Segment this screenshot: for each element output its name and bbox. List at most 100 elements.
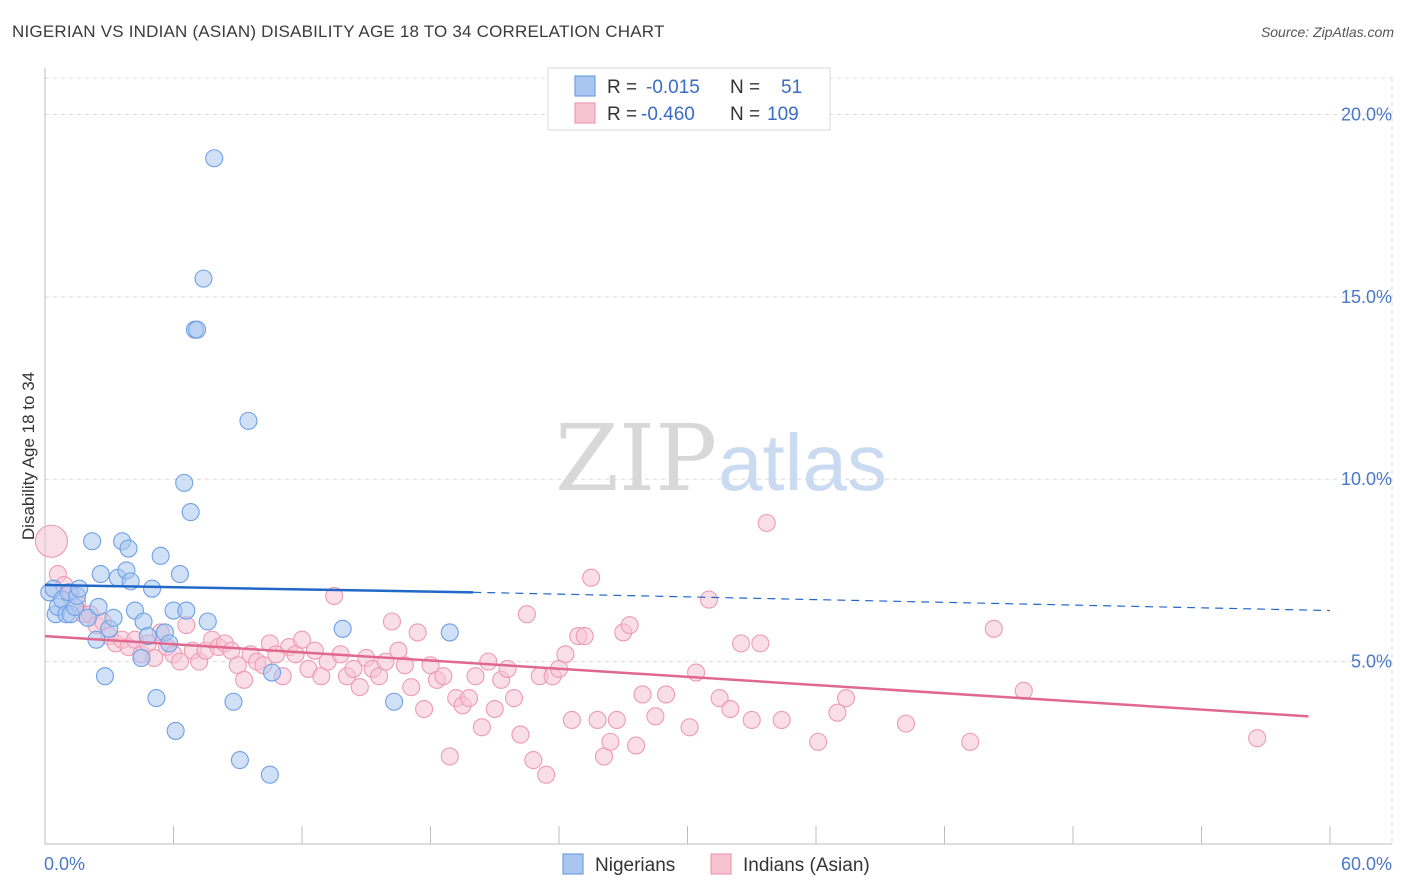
indian-point-73 <box>511 725 530 744</box>
nigerian-point-48 <box>262 663 282 682</box>
indian-point-104 <box>772 710 791 730</box>
indian-point-94 <box>657 685 676 704</box>
series-legend: Nigerians Indians (Asian) <box>562 853 870 876</box>
indian-point-93 <box>646 707 665 726</box>
legend-swatch-indians <box>574 102 596 124</box>
watermark-atlas: atlas <box>718 418 887 507</box>
watermark: ZIP atlas <box>555 405 887 512</box>
indian-point-44 <box>325 586 344 606</box>
indian-point-103 <box>757 513 776 533</box>
indian-point-66 <box>466 667 485 686</box>
indian-point-72 <box>504 689 524 708</box>
watermark-zip: ZIP <box>555 405 717 512</box>
indian-point-110 <box>984 619 1003 638</box>
indian-point-109 <box>961 732 980 751</box>
nigerian-point-14 <box>89 597 108 616</box>
nigerian-point-37 <box>177 601 196 620</box>
indian-point-55 <box>395 656 414 675</box>
indian-point-108 <box>896 714 916 733</box>
legend-r-value-2: -0.460 <box>641 104 695 125</box>
indian-point-99 <box>721 699 740 719</box>
nigerian-point-16 <box>95 667 115 686</box>
indian-point-61 <box>434 667 453 686</box>
axes <box>44 68 1392 845</box>
indian-point-98 <box>710 689 729 708</box>
indian-point-90 <box>620 616 639 635</box>
y-tick-label-1: 10.0% <box>1341 469 1392 489</box>
chart-source: Source: ZipAtlas.com <box>1260 24 1394 40</box>
y-tick-label-2: 15.0% <box>1341 287 1392 307</box>
y-tick-label-3: 20.0% <box>1341 104 1392 124</box>
indian-point-56 <box>402 678 421 697</box>
nigerian-point-35 <box>170 565 189 584</box>
stats-legend: R = -0.015 N = 51 R = -0.460 N = 109 <box>547 67 831 131</box>
indian-point-105 <box>809 732 828 751</box>
nigerian-point-46 <box>239 411 258 430</box>
nigerian-point-50 <box>385 692 404 711</box>
legend-n-value-1: 51 <box>781 77 802 98</box>
series-swatch-indians <box>710 853 732 875</box>
indian-point-69 <box>485 699 504 719</box>
nigerian-point-25 <box>132 648 151 668</box>
indian-point-68 <box>479 652 498 671</box>
indian-point-67 <box>472 718 491 737</box>
nigerian-trend-extension <box>473 591 1331 612</box>
series-swatch-nigerians <box>562 853 584 875</box>
indian-point-39 <box>292 630 312 649</box>
nigerian-point-22 <box>119 539 138 558</box>
indian-point-57 <box>408 623 427 642</box>
nigerian-point-27 <box>138 627 157 646</box>
tick-labels: 5.0% 10.0% 15.0% 20.0% 0.0% 60.0% <box>44 104 1392 874</box>
indian-point-112 <box>1248 729 1267 748</box>
nigerian-point-29 <box>147 689 166 708</box>
legend-r-label-2: R = <box>607 104 637 125</box>
nigerian-point-40 <box>188 320 207 339</box>
legend-r-label-1: R = <box>607 77 637 98</box>
indian-point-83 <box>575 627 594 646</box>
indian-point-47 <box>344 659 363 678</box>
indian-point-107 <box>836 689 856 708</box>
indian-point-87 <box>601 732 620 751</box>
indian-point-62 <box>440 747 459 766</box>
trend-lines <box>44 583 1331 718</box>
nigerian-point-38 <box>181 503 200 522</box>
nigerian-point-34 <box>166 721 185 740</box>
nigerian-point-49 <box>333 619 352 638</box>
indian-point-84 <box>582 568 601 587</box>
indian-point-85 <box>588 710 607 730</box>
indian-point-102 <box>751 634 770 653</box>
legend-r-value-1: -0.015 <box>646 77 700 98</box>
indian-point-91 <box>627 736 646 755</box>
indian-point-106 <box>828 703 847 722</box>
indian-point-30 <box>235 670 254 689</box>
indian-trend-line <box>44 634 1309 718</box>
nigerian-point-47 <box>260 765 279 784</box>
chart-title: NIGERIAN VS INDIAN (ASIAN) DISABILITY AG… <box>12 22 665 41</box>
indian-point-88 <box>607 710 626 730</box>
nigerian-point-30 <box>151 546 170 565</box>
indian-point-80 <box>556 645 575 664</box>
indian-point-97 <box>699 590 718 609</box>
nigerian-trend-line <box>44 583 474 594</box>
indian-point-95 <box>680 718 699 737</box>
indian-point-100 <box>731 634 751 653</box>
nigerian-point-36 <box>175 473 194 492</box>
nigerian-point-44 <box>224 692 243 711</box>
nigerian-point-11 <box>78 608 97 627</box>
nigerian-point-18 <box>104 608 123 627</box>
series-label-nigerians: Nigerians <box>595 855 675 876</box>
legend-n-value-2: 109 <box>767 104 799 125</box>
nigerian-point-42 <box>198 612 217 631</box>
indian-point-77 <box>537 765 556 784</box>
indian-point-41 <box>305 641 324 660</box>
indian-point-48 <box>350 678 369 697</box>
legend-n-label-1: N = <box>730 77 760 98</box>
x-tick-label-max: 60.0% <box>1341 854 1392 874</box>
y-tick-label-0: 5.0% <box>1351 652 1392 672</box>
nigerian-point-51 <box>440 623 459 642</box>
legend-swatch-nigerians <box>574 75 596 97</box>
indian-point-92 <box>633 685 652 704</box>
nigerian-point-43 <box>205 149 224 168</box>
indian-point-101 <box>742 710 761 730</box>
